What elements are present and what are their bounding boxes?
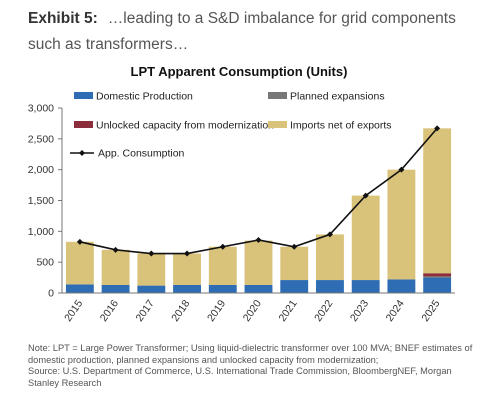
stacked-bar-chart: 0 500 1,000 1,500 2,000 2,500 3,000 2015 2016 201…: [28, 91, 455, 324]
bar-domestic-production-2018: [173, 284, 201, 293]
x-tick-label: 2025: [419, 298, 442, 324]
legend-swatch-unlocked-capacity-from-modernization: [74, 121, 93, 128]
legend-marker-app-consumption: [79, 150, 85, 156]
x-tick-label: 2018: [169, 298, 192, 324]
legend-swatch-imports-net-of-exports: [268, 121, 287, 128]
marker-app-consumption-2016: [112, 246, 119, 253]
marker-app-consumption-2023: [362, 192, 369, 199]
x-tick-label: 2020: [241, 298, 264, 324]
chart-title: LPT Apparent Consumption (Units): [130, 64, 348, 79]
footnote-source: Source: U.S. Department of Commerce, U.S…: [28, 366, 452, 388]
bar-imports-net-of-exports-2022: [316, 234, 344, 281]
legend-label: Planned expansions: [290, 91, 385, 103]
legend-label: Unlocked capacity from modernization: [96, 120, 274, 132]
bar-domestic-production-2025: [423, 277, 452, 293]
bar-planned-expansions-2025: [423, 276, 452, 278]
y-tick-label: 0: [48, 288, 54, 300]
bar-domestic-production-2023: [351, 280, 380, 293]
marker-app-consumption-2017: [148, 250, 155, 257]
legend-swatch-planned-expansions: [268, 92, 287, 99]
bar-domestic-production-2019: [208, 284, 237, 293]
marker-app-consumption-2025: [434, 125, 441, 132]
legend-label: Domestic Production: [96, 91, 193, 103]
x-tick-label: 2019: [205, 298, 228, 324]
bar-imports-net-of-exports-2019: [208, 246, 237, 285]
footnote: Note: LPT = Large Power Transformer; Usi…: [28, 343, 473, 389]
y-tick-label: 1,500: [28, 195, 54, 207]
x-tick-label: 2015: [62, 298, 85, 324]
legend-label: Imports net of exports: [290, 120, 392, 132]
y-tick-label: 2,000: [28, 164, 54, 176]
bar-unlocked-capacity-from-modernization-2025: [423, 273, 452, 277]
bar-domestic-production-2015: [65, 284, 94, 293]
x-tick-label: 2021: [276, 298, 299, 324]
exhibit-header: Exhibit 5: …leading to a S&D imbalance fo…: [28, 6, 468, 58]
bar-domestic-production-2021: [280, 280, 309, 293]
exhibit-label: Exhibit 5:: [28, 10, 98, 27]
marker-app-consumption-2024: [398, 166, 405, 173]
marker-app-consumption-2020: [255, 236, 262, 243]
bar-domestic-production-2016: [101, 284, 130, 293]
exhibit-headline: …leading to a S&D imbalance for grid com…: [28, 10, 456, 53]
x-tick-label: 2024: [384, 298, 407, 324]
bar-domestic-production-2024: [387, 279, 416, 293]
legend-swatch-domestic-production: [74, 92, 93, 99]
marker-app-consumption-2021: [291, 243, 298, 250]
bar-domestic-production-2020: [244, 284, 273, 293]
marker-app-consumption-2018: [184, 250, 191, 257]
x-tick-label: 2023: [348, 298, 371, 324]
x-tick-label: 2016: [98, 298, 121, 324]
bar-domestic-production-2017: [137, 285, 166, 293]
bar-imports-net-of-exports-2024: [387, 169, 416, 280]
bar-imports-net-of-exports-2023: [351, 195, 380, 281]
bar-imports-net-of-exports-2018: [173, 253, 201, 285]
y-tick-label: 1,000: [28, 226, 54, 238]
bar-imports-net-of-exports-2015: [65, 241, 94, 285]
y-tick-label: 500: [36, 257, 54, 269]
bar-imports-net-of-exports-2025: [423, 128, 452, 274]
bar-imports-net-of-exports-2016: [101, 249, 130, 285]
legend-label: App. Consumption: [98, 148, 185, 160]
footnote-note: Note: LPT = Large Power Transformer; Usi…: [28, 343, 473, 365]
bar-imports-net-of-exports-2017: [137, 253, 166, 286]
bar-domestic-production-2022: [316, 280, 344, 293]
bar-imports-net-of-exports-2020: [244, 240, 273, 285]
x-tick-label: 2017: [134, 298, 157, 324]
y-tick-label: 2,500: [28, 133, 54, 145]
y-tick-label: 3,000: [28, 103, 54, 115]
x-tick-label: 2022: [312, 298, 335, 324]
marker-app-consumption-2022: [326, 231, 333, 238]
bar-imports-net-of-exports-2021: [280, 246, 309, 281]
marker-app-consumption-2015: [76, 238, 83, 245]
marker-app-consumption-2019: [219, 243, 226, 250]
